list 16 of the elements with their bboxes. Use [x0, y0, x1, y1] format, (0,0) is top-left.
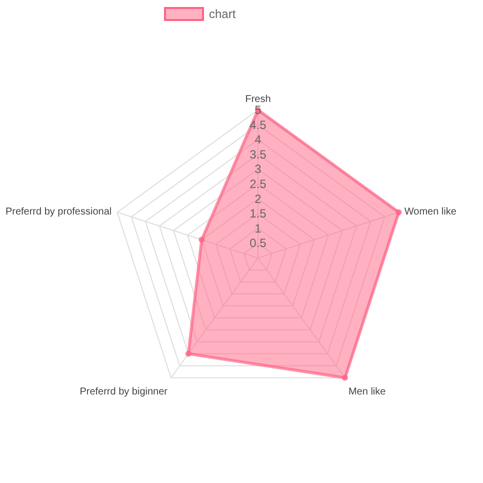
spoke-label: Women like	[404, 206, 457, 218]
y-tick-label: 3.5	[250, 147, 267, 162]
spoke-label: Preferrd by professional	[5, 206, 112, 218]
spoke-label: Fresh	[245, 94, 271, 106]
y-tick-label: 2.5	[250, 177, 267, 191]
y-tick-label: 4	[254, 132, 262, 147]
legend-label: chart	[209, 7, 236, 21]
spoke-label: Men like	[348, 386, 386, 398]
y-tick-label: 0.5	[250, 236, 267, 250]
y-tick-label: 4.5	[250, 118, 267, 132]
y-tick-label: 1	[254, 221, 262, 236]
y-tick-label: 1.5	[250, 206, 267, 221]
spoke-label: Preferrd by biginner	[80, 386, 168, 398]
y-tick-label: 5	[254, 103, 262, 117]
y-tick-label: 2	[254, 192, 262, 206]
y-tick-label: 3	[254, 162, 262, 176]
